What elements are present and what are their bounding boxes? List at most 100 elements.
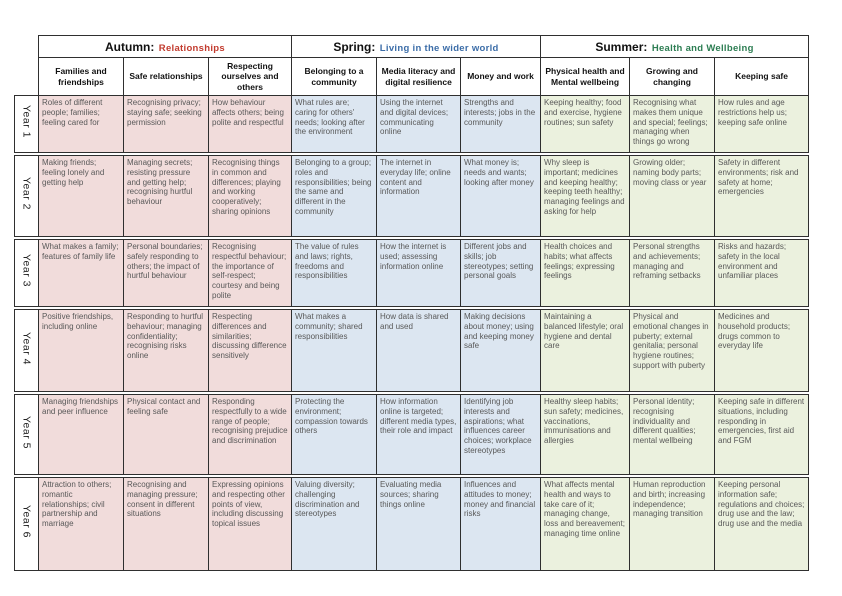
- curriculum-cell: Valuing diversity; challenging discrimin…: [291, 477, 377, 571]
- curriculum-cell: Recognising respectful behaviour; the im…: [208, 239, 292, 307]
- curriculum-cell: Growing older; naming body parts; moving…: [629, 155, 716, 237]
- curriculum-cell: How rules and age restrictions help us; …: [714, 95, 810, 153]
- curriculum-cell: Identifying job interests and aspiration…: [459, 394, 542, 475]
- row-gap: [14, 306, 809, 310]
- curriculum-cell: Belonging to a group; roles and responsi…: [291, 155, 377, 237]
- term-label-spring: Spring:: [333, 39, 376, 54]
- year-label-text: Year 6: [20, 505, 33, 538]
- year-row-6: Year 6 Attraction to others; romantic rel…: [14, 477, 810, 571]
- curriculum-cell: What rules are; caring for others' needs…: [291, 95, 377, 153]
- row-gap-cell: [14, 152, 809, 156]
- curriculum-table: Autumn: Relationships Spring: Living in …: [14, 35, 810, 571]
- curriculum-cell: The value of rules and laws; rights, fre…: [291, 239, 377, 307]
- column-header-growing-and-changing: Growing and changing: [629, 57, 716, 96]
- curriculum-cell: Making friends; feeling lonely and getti…: [38, 155, 124, 237]
- curriculum-cell: Recognising what makes them unique and s…: [629, 95, 716, 153]
- curriculum-cell: Protecting the environment; compassion t…: [291, 394, 377, 475]
- column-header-safe-relationships: Safe relationships: [123, 57, 209, 96]
- year-label: Year 5: [14, 394, 39, 475]
- curriculum-cell: Expressing opinions and respecting other…: [208, 477, 292, 571]
- column-header-row: Families and friendships Safe relationsh…: [15, 57, 810, 96]
- curriculum-cell: Health choices and habits; what affects …: [540, 239, 631, 307]
- curriculum-cell: How information online is targeted; diff…: [376, 394, 461, 475]
- column-header-respecting-ourselves: Respecting ourselves and others: [208, 57, 292, 96]
- curriculum-cell: Strengths and interests; jobs in the com…: [459, 95, 542, 153]
- row-gap-cell: [14, 391, 809, 395]
- year-row-1: Year 1 Roles of different people; familie…: [14, 95, 810, 153]
- curriculum-cell: How behaviour affects others; being poli…: [208, 95, 292, 153]
- term-subtitle-autumn: Relationships: [158, 42, 225, 54]
- curriculum-cell: Responding to hurtful behaviour; managin…: [123, 309, 209, 392]
- column-header-money-and-work: Money and work: [459, 57, 542, 96]
- curriculum-cell: Personal identity; recognising individua…: [629, 394, 716, 475]
- curriculum-cell: Recognising things in common and differe…: [208, 155, 292, 237]
- row-gap-cell: [14, 474, 809, 478]
- curriculum-cell: Making decisions about money; using and …: [459, 309, 542, 392]
- term-subtitle-summer: Health and Wellbeing: [651, 42, 754, 54]
- curriculum-cell: Physical contact and feeling safe: [123, 394, 209, 475]
- year-label: Year 4: [14, 309, 39, 392]
- row-gap: [14, 236, 809, 240]
- curriculum-cell: Positive friendships, including online: [38, 309, 124, 392]
- curriculum-cell: Physical and emotional changes in pubert…: [629, 309, 716, 392]
- curriculum-cell: Managing secrets; resisting pressure and…: [123, 155, 209, 237]
- corner-spacer: [14, 35, 39, 96]
- curriculum-cell: Keeping personal information safe; regul…: [714, 477, 810, 571]
- curriculum-cell: Managing friendships and peer influence: [38, 394, 124, 475]
- year-row-5: Year 5 Managing friendships and peer infl…: [14, 394, 810, 475]
- curriculum-cell: Different jobs and skills; job stereotyp…: [459, 239, 542, 307]
- term-header-spring: Spring: Living in the wider world: [290, 35, 542, 58]
- year-label-text: Year 3: [20, 254, 33, 287]
- year-label-text: Year 1: [20, 105, 33, 138]
- term-header-autumn: Autumn: Relationships: [38, 35, 292, 58]
- year-label-text: Year 5: [20, 415, 33, 449]
- curriculum-cell: How the internet is used; assessing info…: [376, 239, 461, 307]
- curriculum-cell: Maintaining a balanced lifestyle; oral h…: [540, 309, 631, 392]
- term-header-summer: Summer: Health and Wellbeing: [540, 35, 810, 58]
- curriculum-cell: Safety in different environments; risk a…: [714, 155, 810, 237]
- row-gap: [14, 152, 809, 156]
- year-row-4: Year 4 Positive friendships, including on…: [14, 309, 810, 392]
- year-row-2: Year 2 Making friends; feeling lonely and…: [14, 155, 810, 237]
- curriculum-cell: Keeping safe in different situations, in…: [714, 394, 810, 475]
- curriculum-cell: The internet in everyday life; online co…: [376, 155, 461, 237]
- curriculum-cell: Evaluating media sources; sharing things…: [376, 477, 461, 571]
- curriculum-cell: Influences and attitudes to money; money…: [459, 477, 542, 571]
- column-header-physical-health: Physical health and Mental wellbeing: [540, 57, 631, 96]
- curriculum-cell: Recognising and managing pressure; conse…: [123, 477, 209, 571]
- term-label-autumn: Autumn:: [105, 39, 155, 54]
- year-label: Year 1: [14, 95, 39, 153]
- curriculum-cell: Healthy sleep habits; sun safety; medici…: [540, 394, 631, 475]
- curriculum-sheet: Autumn: Relationships Spring: Living in …: [14, 35, 810, 571]
- curriculum-cell: Responding respectfully to a wide range …: [208, 394, 292, 475]
- curriculum-cell: Respecting differences and similarities;…: [208, 309, 292, 392]
- curriculum-cell: Personal strengths and achievements; man…: [629, 239, 716, 307]
- curriculum-cell: What makes a community; shared responsib…: [291, 309, 377, 392]
- curriculum-cell: What affects mental health and ways to t…: [540, 477, 631, 571]
- curriculum-cell: Using the internet and digital devices; …: [376, 95, 461, 153]
- year-label-text: Year 2: [20, 177, 33, 210]
- curriculum-cell: Human reproduction and birth; increasing…: [629, 477, 716, 571]
- curriculum-cell: Risks and hazards; safety in the local e…: [714, 239, 810, 307]
- curriculum-cell: Attraction to others; romantic relations…: [38, 477, 124, 571]
- curriculum-cell: Why sleep is important; medicines and ke…: [540, 155, 631, 237]
- row-gap: [14, 391, 809, 395]
- column-header-media-literacy: Media literacy and digital resilience: [376, 57, 461, 96]
- curriculum-cell: How data is shared and used: [376, 309, 461, 392]
- year-label: Year 3: [14, 239, 39, 307]
- year-label: Year 6: [14, 477, 39, 571]
- year-label: Year 2: [14, 155, 39, 237]
- column-header-belonging-to-a-community: Belonging to a community: [291, 57, 377, 96]
- term-label-summer: Summer:: [595, 39, 648, 54]
- year-row-3: Year 3 What makes a family; features of f…: [14, 239, 810, 307]
- row-gap: [14, 474, 809, 478]
- curriculum-cell: Roles of different people; families; fee…: [38, 95, 124, 153]
- column-header-keeping-safe: Keeping safe: [714, 57, 810, 96]
- term-subtitle-spring: Living in the wider world: [379, 42, 499, 54]
- column-header-families-and-friendships: Families and friendships: [38, 57, 124, 96]
- row-gap-cell: [14, 236, 809, 240]
- curriculum-cell: What money is; needs and wants; looking …: [459, 155, 542, 237]
- curriculum-cell: Recognising privacy; staying safe; seeki…: [123, 95, 209, 153]
- row-gap-cell: [14, 306, 809, 310]
